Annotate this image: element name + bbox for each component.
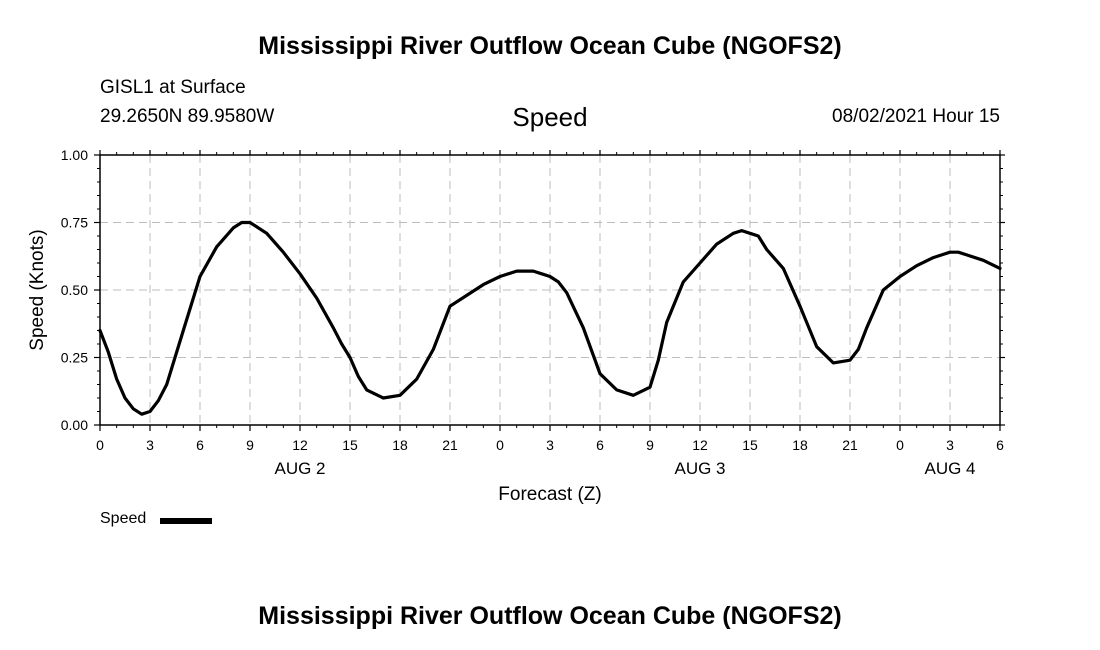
x-axis-title: Forecast (Z) [498, 484, 601, 505]
x-tick-label: 12 [292, 437, 308, 453]
x-tick-label: 21 [842, 437, 858, 453]
x-tick-label: 15 [342, 437, 358, 453]
station-name: GISL1 at Surface [100, 77, 246, 98]
x-tick-label: 0 [496, 437, 504, 453]
x-day-label: AUG 4 [924, 459, 975, 478]
legend-line-swatch [160, 518, 212, 524]
y-tick-label: 0.25 [61, 350, 88, 366]
x-tick-label: 0 [896, 437, 904, 453]
chart-title-bottom: Mississippi River Outflow Ocean Cube (NG… [258, 602, 842, 630]
x-tick-label: 15 [742, 437, 758, 453]
variable-title: Speed [512, 102, 588, 132]
x-tick-label: 6 [196, 437, 204, 453]
speed-series-line [98, 220, 1002, 416]
y-axis-title: Speed (Knots) [27, 229, 48, 350]
x-tick-label: 6 [996, 437, 1004, 453]
x-tick-label: 6 [596, 437, 604, 453]
chart-title-top: Mississippi River Outflow Ocean Cube (NG… [258, 32, 842, 60]
x-tick-label: 21 [442, 437, 458, 453]
forecast-datetime: 08/02/2021 Hour 15 [832, 106, 1000, 127]
x-tick-label: 3 [546, 437, 554, 453]
x-tick-label: 12 [692, 437, 708, 453]
x-tick-label: 18 [792, 437, 808, 453]
x-tick-label: 3 [146, 437, 154, 453]
x-day-label: AUG 3 [674, 459, 725, 478]
x-tick-label: 0 [96, 437, 104, 453]
y-tick-label: 1.00 [61, 147, 88, 163]
x-tick-label: 18 [392, 437, 408, 453]
x-day-label: AUG 2 [274, 459, 325, 478]
x-tick-label: 3 [946, 437, 954, 453]
y-tick-label: 0.75 [61, 215, 88, 231]
station-coordinates: 29.2650N 89.9580W [100, 106, 275, 127]
y-tick-label: 0.00 [61, 417, 88, 433]
legend-label: Speed [100, 510, 147, 527]
x-tick-label: 9 [646, 437, 654, 453]
x-tick-label: 9 [246, 437, 254, 453]
y-tick-label: 0.50 [61, 282, 88, 298]
